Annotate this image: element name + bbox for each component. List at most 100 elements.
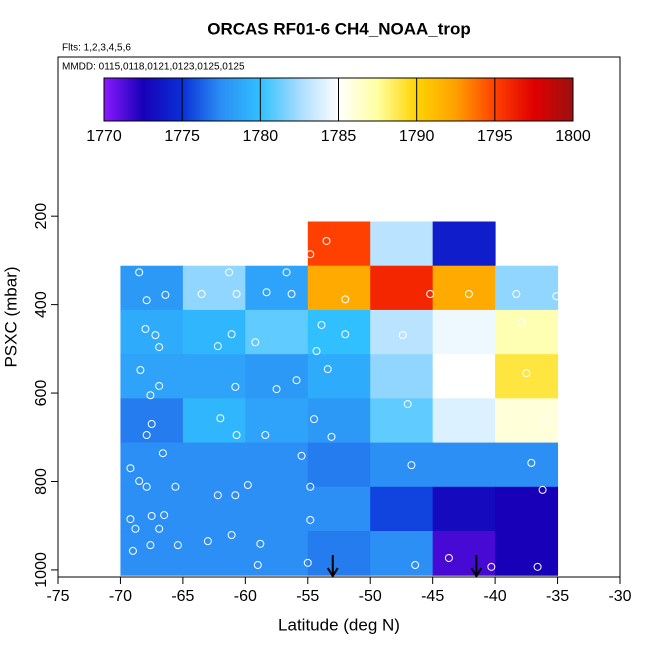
colorbar-segment <box>485 78 488 121</box>
colorbar-segment <box>449 78 452 121</box>
colorbar-segment <box>249 78 253 121</box>
colorbar-segment <box>197 78 201 121</box>
colorbar-segment <box>401 78 404 121</box>
colorbar-tick-label: 1770 <box>86 128 122 145</box>
cell <box>370 265 434 311</box>
colorbar-segment <box>553 78 556 121</box>
colorbar-segment <box>479 78 482 121</box>
colorbar-segment <box>519 78 522 121</box>
colorbar-segment <box>245 78 249 121</box>
colorbar-segment <box>423 78 426 121</box>
colorbar-segment <box>291 78 294 121</box>
point <box>306 482 315 491</box>
colorbar-segment <box>419 78 422 121</box>
y-tick-label: 1000 <box>33 552 50 588</box>
colorbar-segment <box>173 78 177 121</box>
colorbar-segment <box>393 78 396 121</box>
colorbar-segment <box>265 78 269 121</box>
cell <box>495 309 559 355</box>
cell <box>182 442 246 488</box>
point <box>262 288 271 297</box>
colorbar-segment <box>359 78 362 121</box>
point <box>232 290 241 299</box>
colorbar-segment <box>311 78 314 121</box>
colorbar-segment <box>169 78 173 121</box>
point <box>131 524 140 533</box>
colorbar-segment <box>541 78 544 121</box>
axes: -75 -70 -65 -60 -55 -50 -45 -40 -35 -30 200 400 600 8… <box>33 203 631 605</box>
colorbar-segment <box>119 78 123 121</box>
colorbar-segment <box>563 78 566 121</box>
x-tick-label: -40 <box>484 588 507 605</box>
x-tick-label: -50 <box>359 588 382 605</box>
point <box>135 477 144 486</box>
x-tick-label: -55 <box>296 588 319 605</box>
colorbar-segment <box>383 78 386 121</box>
colorbar-segment <box>271 78 275 121</box>
cell <box>370 354 434 399</box>
colorbar-segment <box>123 78 127 121</box>
colorbar-segment <box>263 78 267 121</box>
colorbar-segment <box>507 78 510 121</box>
point <box>213 342 222 351</box>
point <box>261 431 270 440</box>
colorbar-segment <box>389 78 392 121</box>
colorbar-segment <box>513 78 516 121</box>
arrow-head <box>470 567 483 578</box>
colorbar-segment <box>137 78 141 121</box>
points <box>126 236 561 571</box>
colorbar-segment <box>409 78 412 121</box>
colorbar-segment <box>313 78 316 121</box>
colorbar-segment <box>425 78 428 121</box>
x-tick-label: -70 <box>109 588 132 605</box>
cell <box>120 309 184 355</box>
colorbar-segment <box>201 78 205 121</box>
cell <box>495 398 559 444</box>
colorbar-segment <box>557 78 560 121</box>
colorbar-segment <box>283 78 287 121</box>
colorbar-segment <box>151 78 155 121</box>
cell <box>307 265 371 311</box>
x-tick-label: -65 <box>171 588 194 605</box>
colorbar-segment <box>431 78 434 121</box>
colorbar-segment <box>413 78 416 121</box>
colorbar-segment <box>287 78 291 121</box>
colorbar-segment <box>189 78 193 121</box>
colorbar-segment <box>299 78 302 121</box>
colorbar-segment <box>467 78 470 121</box>
colorbar-segment <box>375 78 378 121</box>
colorbar-segment <box>267 78 271 121</box>
colorbar-segment <box>217 78 221 121</box>
colorbar-segment <box>229 78 233 121</box>
plot-frame <box>57 56 621 578</box>
cell <box>182 398 246 444</box>
cell <box>370 442 434 488</box>
cell <box>245 398 309 444</box>
colorbar-segment <box>203 78 207 121</box>
y-tick-label: 800 <box>33 468 50 495</box>
colorbar-segment <box>153 78 157 121</box>
colorbar-segment <box>489 78 492 121</box>
colorbar-segment <box>139 78 143 121</box>
subtitle: Flts: 1,2,3,4,5,6 <box>62 43 131 54</box>
y-tick-label: 400 <box>33 291 50 318</box>
colorbar-segment <box>561 78 564 121</box>
colorbar-segment <box>391 78 394 121</box>
point <box>426 290 435 299</box>
colorbar-segment <box>437 78 440 121</box>
colorbar-segment <box>481 78 484 121</box>
colorbar-segment <box>455 78 458 121</box>
cell <box>307 354 371 399</box>
colorbar-segment <box>325 78 328 121</box>
colorbar-segment <box>149 78 153 121</box>
colorbar-segment <box>487 78 490 121</box>
colorbar-segment <box>319 78 322 121</box>
colorbar-segment <box>185 78 189 121</box>
cell <box>182 354 246 399</box>
cell <box>370 531 434 576</box>
colorbar-segment <box>109 78 113 121</box>
point <box>216 414 225 423</box>
colorbar-segment <box>183 78 187 121</box>
point <box>158 449 167 458</box>
